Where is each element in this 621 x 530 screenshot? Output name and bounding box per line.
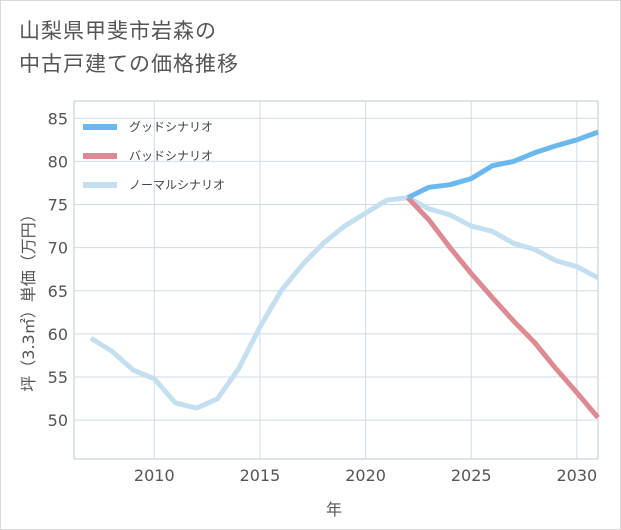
y-tick-label-75: 75: [48, 196, 68, 215]
y-tick-label-65: 65: [48, 282, 68, 301]
y-axis-ticks: 50 55 60 65 70 75 80 85: [48, 109, 68, 430]
legend-label-2: バッドシナリオ: [129, 149, 213, 163]
y-axis-title: 坪（3.3㎡）単価（万円）: [19, 206, 38, 391]
chart-title-line1: 山梨県甲斐市岩森の: [19, 19, 217, 43]
x-tick-label-2010: 2010: [134, 466, 175, 485]
legend-label-3: ノーマルシナリオ: [129, 178, 225, 192]
series-layer: [89, 129, 600, 420]
series-line-3: [89, 195, 600, 411]
y-tick-label-55: 55: [48, 368, 68, 387]
legend-label-1: グッドシナリオ: [129, 120, 213, 134]
x-axis-title: 年: [326, 500, 342, 519]
x-tick-label-2020: 2020: [345, 466, 386, 485]
y-tick-label-70: 70: [48, 239, 68, 258]
y-tick-label-80: 80: [48, 152, 68, 171]
grid-lines: [74, 101, 598, 459]
series-line-1: [406, 129, 599, 200]
y-tick-label-50: 50: [48, 411, 68, 430]
chart-title-line2: 中古戸建ての価格推移: [19, 52, 239, 76]
x-tick-label-2030: 2030: [557, 466, 598, 485]
x-tick-label-2015: 2015: [240, 466, 281, 485]
series-line-2: [405, 195, 600, 420]
y-tick-label-60: 60: [48, 325, 68, 344]
x-axis-ticks: 2010 2015 2020 2025 2030: [134, 466, 597, 485]
y-tick-label-85: 85: [48, 109, 68, 128]
x-tick-label-2025: 2025: [451, 466, 492, 485]
chart-title: 山梨県甲斐市岩森の 中古戸建ての価格推移: [19, 15, 239, 81]
